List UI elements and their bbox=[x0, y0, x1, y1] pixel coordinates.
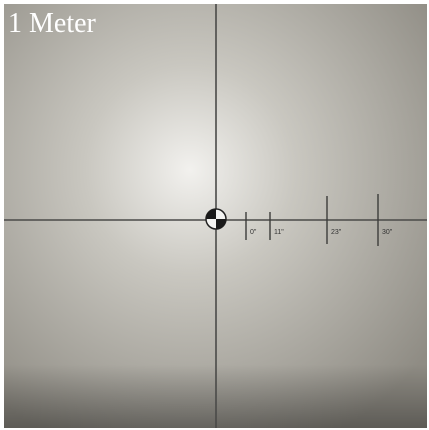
scale-label: 23" bbox=[331, 229, 342, 236]
caption: 1 Meter bbox=[8, 8, 97, 39]
target bbox=[205, 208, 227, 230]
scale: 0" 11" 23" 30" bbox=[245, 194, 393, 246]
scale-label: 11" bbox=[274, 229, 284, 236]
scale-label: 0" bbox=[250, 229, 257, 236]
scale-label: 30" bbox=[382, 229, 393, 236]
